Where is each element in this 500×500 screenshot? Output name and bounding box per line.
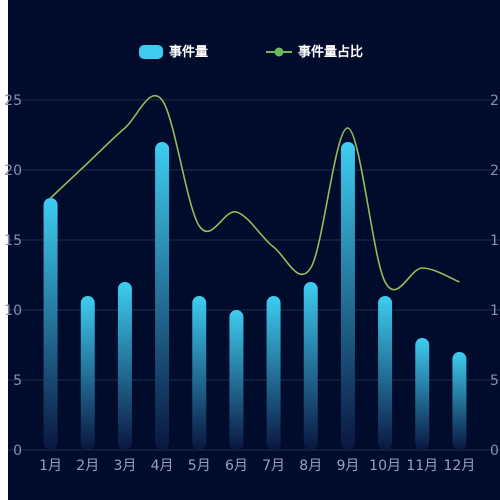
y-tick-label-left: 20 [4, 163, 22, 179]
x-tick-label: 12月 [444, 458, 476, 474]
bar-11月[interactable] [415, 338, 430, 450]
bar-7月[interactable] [266, 296, 281, 450]
y-tick-label-right: 25 [490, 93, 500, 109]
bar-1月[interactable] [43, 198, 58, 450]
line-point-7月[interactable] [271, 244, 277, 250]
legend[interactable]: 事件量 事件量占比 [139, 44, 363, 60]
x-tick-label: 1月 [39, 458, 62, 474]
line-point-11月[interactable] [419, 265, 425, 271]
y-tick-label-left: 15 [4, 233, 22, 249]
x-tick-label: 6月 [225, 458, 248, 474]
legend-bar-label[interactable]: 事件量 [169, 44, 208, 60]
line-point-10月[interactable] [382, 279, 388, 285]
x-tick-label: 2月 [76, 458, 99, 474]
y-tick-label-right: 15 [490, 233, 500, 249]
left-edge-strip [0, 0, 8, 500]
y-tick-label-left: 5 [13, 373, 22, 389]
bar-2月[interactable] [80, 296, 95, 450]
legend-bar-swatch[interactable] [139, 45, 163, 59]
line-point-4月[interactable] [159, 97, 165, 103]
y-tick-label-left: 25 [4, 93, 22, 109]
line-series [48, 94, 462, 291]
bar-10月[interactable] [378, 296, 393, 450]
x-tick-label: 3月 [113, 458, 136, 474]
bar-8月[interactable] [303, 282, 318, 450]
x-tick-label: 9月 [336, 458, 359, 474]
y-tick-label-right: 0 [490, 443, 499, 459]
x-tick-label: 11月 [406, 458, 438, 474]
line-point-9月[interactable] [345, 125, 351, 131]
bar-4月[interactable] [155, 142, 170, 450]
y-tick-label-right: 10 [490, 303, 500, 319]
bar-6月[interactable] [229, 310, 244, 450]
x-tick-label: 7月 [262, 458, 285, 474]
axis-labels: 0 5 10 15 20 25 0 5 10 15 20 25 1月 2月 3月 4月 5月 6月 7月 8月 9月 10… [4, 93, 500, 474]
line-point-8月[interactable] [308, 265, 314, 271]
line-point-5月[interactable] [196, 223, 202, 229]
line-point-3月[interactable] [122, 125, 128, 131]
bar-series [43, 142, 467, 450]
ratio-line[interactable] [50, 94, 460, 291]
legend-line-label[interactable]: 事件量占比 [298, 44, 363, 60]
y-tick-label-left: 0 [13, 443, 22, 459]
bar-3月[interactable] [117, 282, 132, 450]
x-tick-label: 4月 [151, 458, 174, 474]
y-tick-label-left: 10 [4, 303, 22, 319]
y-tick-label-right: 20 [490, 163, 500, 179]
line-point-6月[interactable] [233, 209, 239, 215]
bar-9月[interactable] [340, 142, 355, 450]
legend-line-marker[interactable] [274, 47, 284, 57]
bar-12月[interactable] [452, 352, 467, 450]
x-tick-label: 10月 [369, 458, 401, 474]
line-point-2月[interactable] [85, 160, 91, 166]
x-tick-label: 8月 [299, 458, 322, 474]
line-point-1月[interactable] [48, 195, 54, 201]
line-point-12月[interactable] [456, 279, 462, 285]
y-tick-label-right: 5 [490, 373, 499, 389]
bar-5月[interactable] [192, 296, 207, 450]
x-tick-label: 5月 [188, 458, 211, 474]
